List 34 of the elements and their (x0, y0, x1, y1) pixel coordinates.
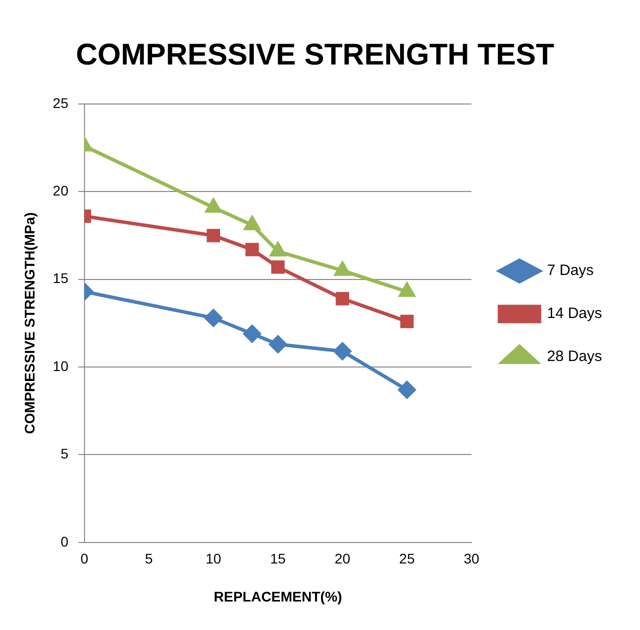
y-tick-label: 20 (52, 182, 69, 199)
y-tick-label: 25 (52, 94, 69, 111)
point (399, 282, 415, 297)
legend-label: 14 Days (546, 305, 602, 322)
y-axis-title: COMPRESSIVE STRENGTH(MPa) (21, 212, 38, 434)
point (245, 242, 259, 256)
point (204, 309, 222, 327)
x-tick-label: 25 (399, 550, 415, 567)
x-tick-label: 30 (464, 550, 480, 567)
legend-label: 7 Days (546, 262, 594, 280)
y-tick-label: 0 (60, 533, 69, 550)
point (400, 314, 414, 328)
legend-label: 28 Days (546, 348, 602, 366)
chart-title: COMPRESSIVE STRENGTH TEST (76, 38, 554, 72)
x-tick-label: 0 (80, 550, 88, 567)
point (398, 381, 416, 399)
y-tick-label: 10 (52, 358, 69, 374)
x-tick-label: 15 (270, 550, 286, 567)
point (334, 342, 352, 360)
point (269, 335, 287, 353)
point (243, 324, 261, 342)
point (244, 216, 260, 230)
point (206, 228, 220, 242)
point (206, 198, 222, 213)
x-tick-label: 10 (206, 550, 222, 567)
x-axis-title: REPLACEMENT(%) (214, 588, 342, 604)
x-tick-label: 20 (334, 550, 350, 567)
point (271, 260, 285, 274)
x-tick-label: 5 (144, 550, 153, 567)
point (336, 292, 350, 306)
point (270, 242, 286, 257)
y-tick-label: 5 (60, 446, 69, 462)
point (334, 262, 350, 276)
y-tick-label: 15 (52, 270, 69, 286)
